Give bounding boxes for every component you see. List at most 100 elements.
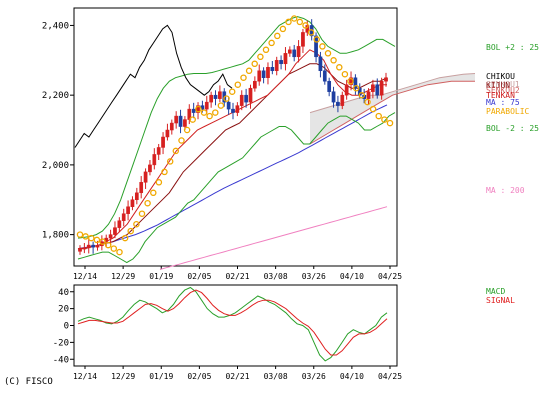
parabolic-dot bbox=[268, 39, 275, 47]
candle-body bbox=[187, 108, 192, 120]
candle-body bbox=[375, 84, 380, 96]
candle-body bbox=[274, 60, 279, 72]
macd-x-tick-label: 03/26 bbox=[302, 372, 326, 381]
parabolic-dot bbox=[110, 245, 118, 252]
candle-body bbox=[226, 101, 231, 110]
candle-body bbox=[204, 101, 209, 110]
x-tick-label: 12/14 bbox=[73, 272, 97, 281]
parabolic-dot bbox=[99, 238, 106, 245]
parabolic-dot bbox=[290, 15, 298, 22]
parabolic-dot bbox=[364, 98, 371, 106]
parabolic-dot bbox=[285, 18, 292, 26]
macd-x-tick-label: 12/14 bbox=[73, 372, 97, 381]
parabolic-dot bbox=[279, 25, 287, 33]
macd-plot-frame bbox=[73, 284, 398, 367]
parabolic-dot bbox=[121, 234, 129, 242]
parabolic-dot bbox=[166, 158, 174, 165]
macd-legend-label: MACD bbox=[486, 287, 505, 296]
parabolic-dot bbox=[381, 116, 388, 123]
parabolic-dot bbox=[178, 137, 185, 144]
parabolic-dot bbox=[330, 57, 337, 64]
parabolic-dot bbox=[183, 126, 191, 134]
bollinger-lower-line bbox=[77, 112, 396, 264]
x-tick-label: 12/29 bbox=[111, 272, 135, 281]
candle-body bbox=[86, 244, 91, 249]
parabolic-dot bbox=[375, 112, 382, 120]
parabolic-dot bbox=[262, 46, 270, 54]
macd-x-tick-label: 02/21 bbox=[225, 372, 249, 381]
legend-label: SENKOU2 bbox=[486, 86, 520, 95]
parabolic-dot bbox=[324, 50, 332, 57]
parabolic-dot bbox=[195, 105, 202, 113]
parabolic-dot bbox=[307, 29, 315, 36]
parabolic-dot bbox=[347, 77, 354, 85]
parabolic-dot bbox=[127, 227, 134, 235]
macd-x-tick-label: 04/25 bbox=[378, 372, 402, 381]
parabolic-dot bbox=[245, 67, 253, 75]
candle-body bbox=[82, 247, 87, 250]
parabolic-dot bbox=[212, 109, 219, 116]
candle-body bbox=[336, 101, 340, 106]
y-tick-label: 2,400 bbox=[42, 21, 69, 31]
kijun-line bbox=[78, 63, 388, 250]
candle-body bbox=[318, 56, 323, 72]
parabolic-dot bbox=[336, 64, 343, 71]
parabolic-dot bbox=[88, 234, 95, 242]
candle-body bbox=[344, 84, 349, 96]
macd-y-tick-label: 0 bbox=[64, 322, 69, 332]
candle-body bbox=[165, 129, 170, 138]
candle-body bbox=[152, 154, 157, 166]
macd-x-tick-label: 12/29 bbox=[111, 372, 135, 381]
legend-label: PARABOLIC bbox=[486, 107, 530, 116]
candle-body bbox=[261, 70, 266, 78]
candle-body bbox=[253, 80, 257, 89]
parabolic-dot bbox=[319, 43, 326, 50]
candle-body bbox=[287, 49, 292, 54]
parabolic-dot bbox=[296, 18, 304, 26]
parabolic-dot bbox=[369, 105, 377, 113]
main-price-chart: 2,400 2,200 2,000 1,800 12/14 12/29 01/19 02/05… bbox=[42, 7, 539, 281]
macd-y-tick-label: -40 bbox=[53, 355, 69, 365]
parabolic-dot bbox=[240, 74, 247, 81]
candle-body bbox=[91, 244, 95, 248]
parabolic-dot bbox=[313, 36, 320, 43]
candle-body bbox=[161, 136, 165, 148]
parabolic-dot bbox=[341, 70, 349, 78]
candle-body bbox=[305, 25, 310, 33]
candle-body bbox=[78, 248, 82, 252]
legend-label: KIJUN bbox=[486, 81, 510, 90]
macd-x-tick-label: 04/10 bbox=[340, 372, 364, 381]
macd-x-tick-label: 02/05 bbox=[187, 372, 211, 381]
candle-body bbox=[270, 67, 275, 72]
parabolic-dot bbox=[104, 241, 112, 249]
candle-body bbox=[174, 115, 179, 124]
macd-legend-label: SIGNAL bbox=[486, 296, 515, 305]
legend-label: TENKAN bbox=[486, 91, 515, 100]
parabolic-dot bbox=[138, 210, 146, 217]
parabolic-dot bbox=[206, 112, 213, 120]
candle-body bbox=[235, 105, 240, 113]
legend-label: MA : 75 bbox=[486, 98, 520, 107]
candle-body bbox=[283, 53, 288, 65]
candle-body bbox=[314, 35, 318, 58]
candle-body bbox=[148, 164, 152, 173]
x-tick-label: 03/26 bbox=[302, 272, 326, 281]
bollinger-upper-line bbox=[77, 16, 396, 239]
candle-body bbox=[134, 192, 139, 201]
candle-body bbox=[191, 108, 196, 113]
parabolic-dot bbox=[223, 95, 230, 102]
parabolic-dot bbox=[172, 147, 180, 155]
candle-body bbox=[248, 87, 253, 103]
candle-body bbox=[121, 213, 126, 221]
ichimoku-cloud bbox=[310, 73, 475, 144]
parabolic-dot bbox=[228, 88, 236, 95]
macd-x-tick-label: 01/19 bbox=[149, 372, 173, 381]
candle-body bbox=[113, 227, 117, 235]
candle-body bbox=[183, 119, 187, 127]
candle-body bbox=[178, 115, 183, 127]
candle-body bbox=[279, 60, 283, 65]
candle-body bbox=[257, 70, 262, 82]
candle-body bbox=[327, 80, 332, 92]
ma200-line bbox=[159, 206, 388, 270]
legend-label: SENKOU1 bbox=[486, 80, 520, 89]
